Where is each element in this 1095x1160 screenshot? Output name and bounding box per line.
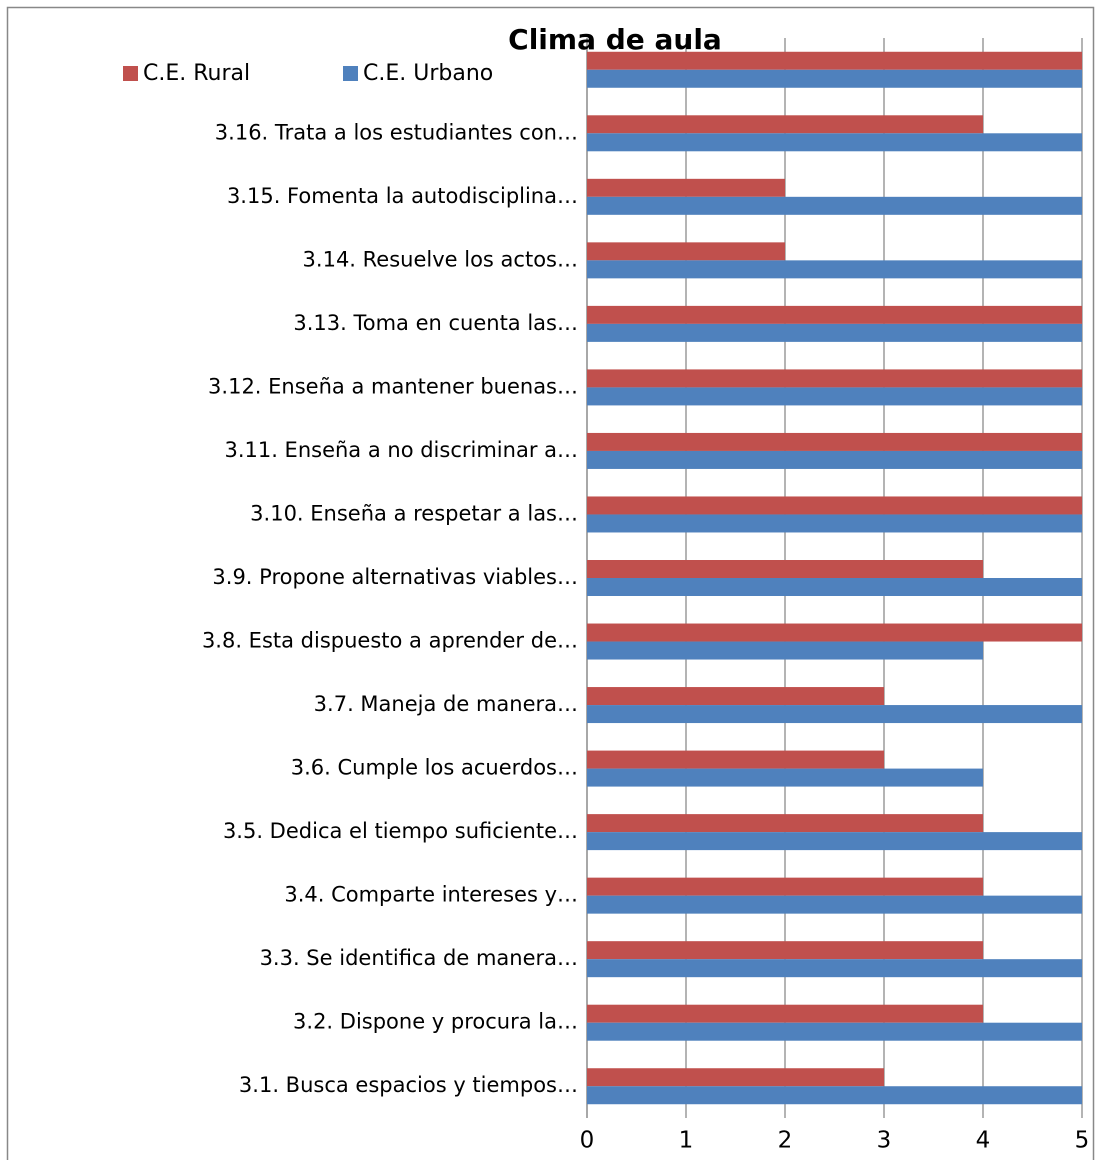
bar: [587, 768, 983, 787]
x-tick-label: 5: [1075, 1128, 1090, 1154]
y-tick-label: 3.16. Trata a los estudiantes con…: [215, 120, 578, 144]
x-tick-label: 4: [976, 1128, 991, 1154]
y-tick-label: 3.13. Toma en cuenta las…: [293, 311, 578, 335]
bar: [587, 1004, 983, 1023]
bar: [587, 305, 1082, 324]
bar: [587, 705, 1082, 724]
y-tick-label: 3.12. Enseña a mantener buenas…: [208, 374, 578, 398]
chart-title: Clima de aula: [508, 23, 722, 56]
bar: [587, 623, 1082, 642]
bar: [587, 895, 1082, 914]
y-tick-label: 3.1. Busca espacios y tiempos…: [239, 1073, 578, 1097]
x-tick-label: 3: [877, 1128, 892, 1154]
bar: [587, 450, 1082, 469]
bar: [587, 1022, 1082, 1041]
chart-frame: [6, 6, 1095, 1160]
legend-label: C.E. Rural: [143, 61, 250, 86]
bar: [587, 369, 1082, 388]
y-tick-label: 3.4. Comparte intereses y…: [284, 883, 578, 907]
bar: [587, 687, 884, 706]
y-tick-label: 3.2. Dispone y procura la…: [293, 1010, 578, 1034]
bar: [587, 387, 1082, 406]
bar: [587, 432, 1082, 451]
bar: [587, 832, 1082, 851]
y-tick-label: 3.9. Propone alternativas viables…: [212, 565, 578, 589]
bar: [587, 69, 1082, 88]
bar: [587, 877, 983, 896]
bar: [587, 196, 1082, 215]
legend-swatch: [343, 66, 358, 81]
bar: [587, 260, 1082, 279]
bar: [587, 941, 983, 960]
bar: [587, 959, 1082, 978]
y-tick-label: 3.3. Se identifica de manera…: [260, 946, 578, 970]
bar: [587, 133, 1082, 152]
bar: [587, 51, 1082, 70]
y-tick-label: 3.8. Esta dispuesto a aprender de…: [202, 629, 578, 653]
y-tick-label: 3.14. Resuelve los actos…: [303, 247, 578, 271]
bar: [587, 323, 1082, 342]
legend-label: C.E. Urbano: [363, 61, 493, 86]
y-tick-label: 3.11. Enseña a no discriminar a…: [224, 438, 578, 462]
bar: [587, 242, 785, 261]
x-tick-label: 0: [580, 1128, 595, 1154]
bar: [587, 560, 983, 578]
bar: [587, 115, 983, 134]
y-tick-label: 3.6. Cumple los acuerdos…: [291, 756, 578, 780]
y-tick-label: 3.5. Dedica el tiempo suficiente…: [223, 819, 578, 843]
bar: [587, 178, 785, 197]
bar: [587, 814, 983, 833]
y-tick-label: 3.7. Maneja de manera…: [314, 692, 578, 716]
bar: [587, 750, 884, 769]
y-tick-label: 3.10. Enseña a respetar a las…: [250, 501, 578, 525]
bar: [587, 641, 983, 660]
x-tick-label: 1: [679, 1128, 694, 1154]
y-tick-label: 3.15. Fomenta la autodisciplina…: [227, 184, 578, 208]
bar: [587, 514, 1082, 533]
bar: [587, 578, 1082, 596]
legend-swatch: [123, 66, 138, 81]
x-tick-label: 2: [778, 1128, 793, 1154]
bar: [587, 496, 1082, 515]
bar: [587, 1068, 884, 1087]
bar: [587, 1086, 1082, 1105]
